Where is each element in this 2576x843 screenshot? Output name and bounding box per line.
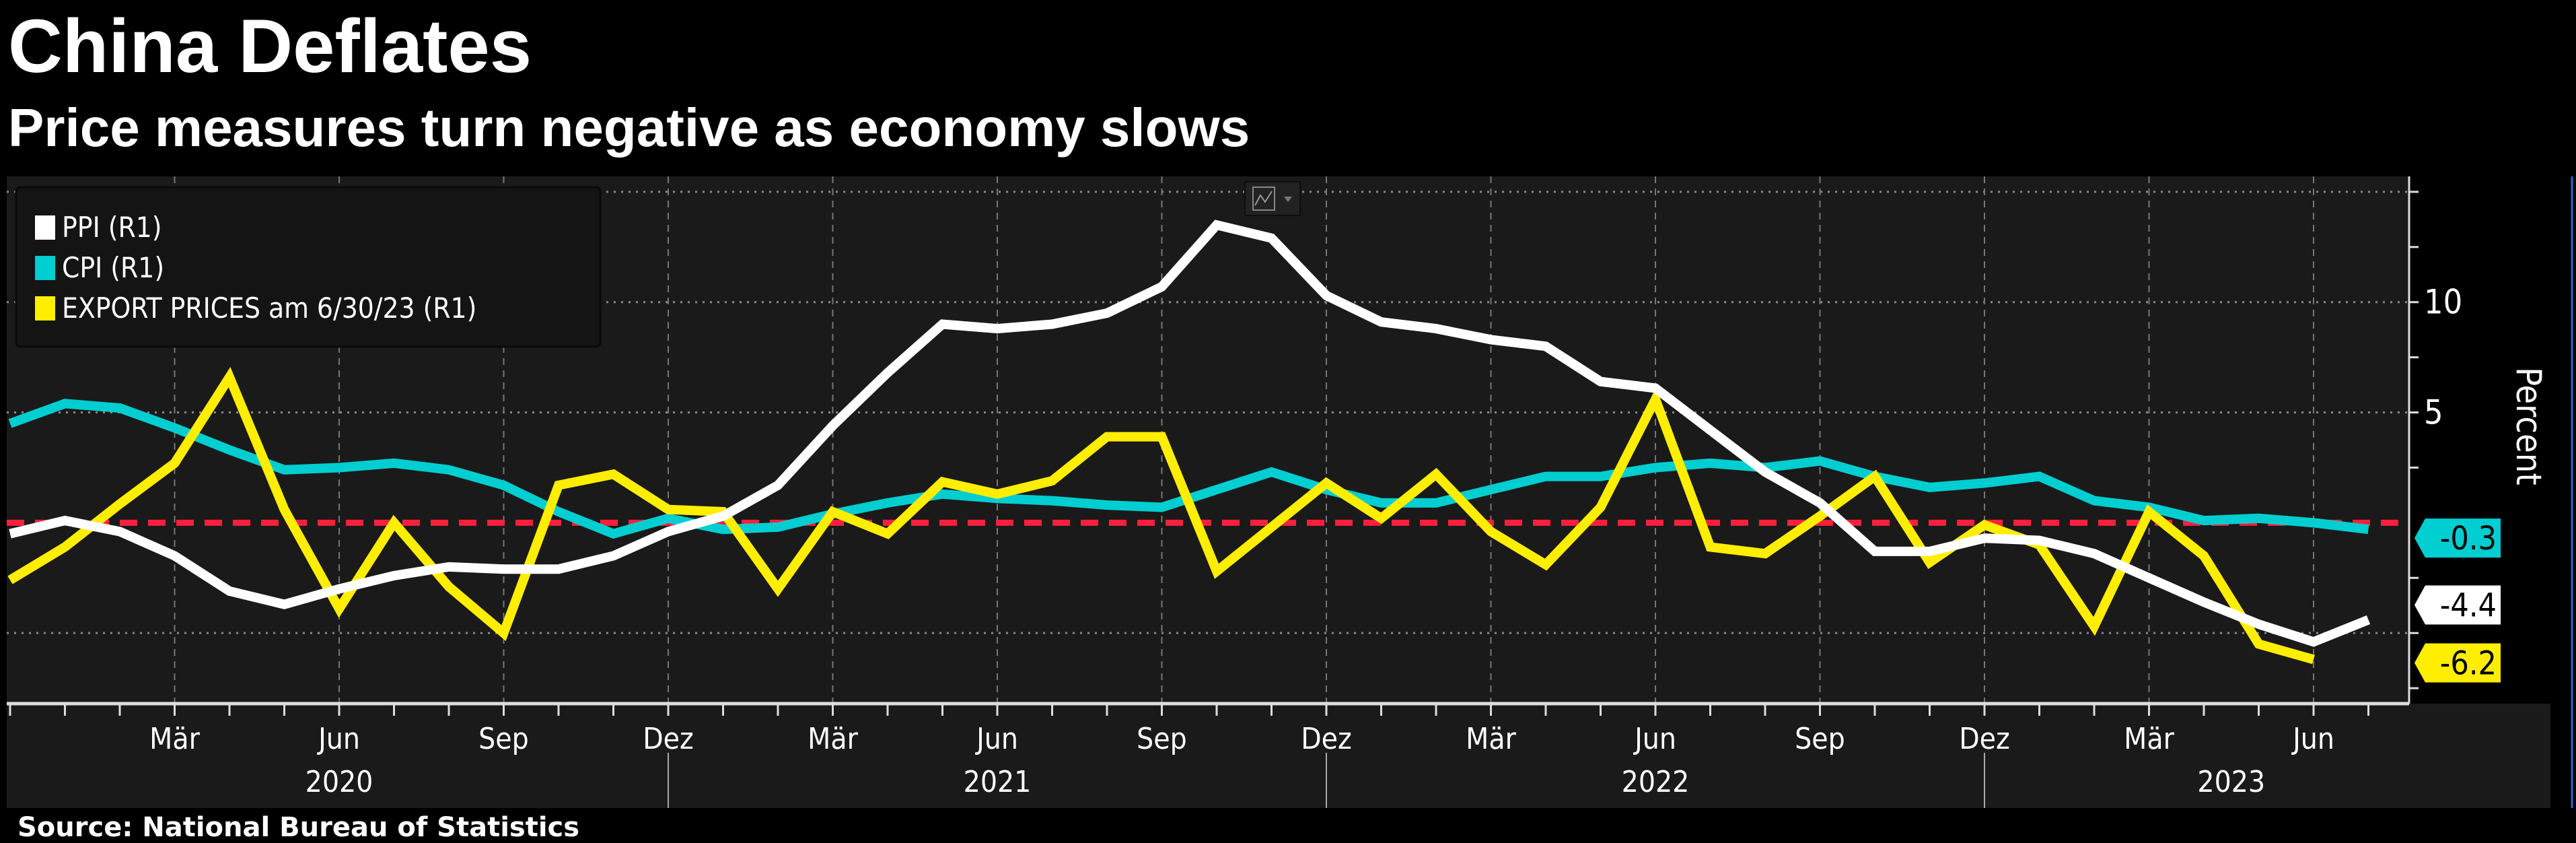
series-line-ppi bbox=[9, 220, 2371, 647]
x-tick-label: Sep bbox=[1795, 722, 1845, 756]
last-value-tag-export bbox=[2414, 643, 2501, 683]
x-tick-label: Dez bbox=[1959, 722, 2010, 756]
x-tick-label: Jun bbox=[316, 722, 360, 756]
chart-type-button[interactable] bbox=[1244, 181, 1301, 216]
legend: PPI (R1) CPI (R1) EXPORT PRICES am 6/30/… bbox=[15, 186, 602, 348]
last-value-tags: -4.4 -0.3 -6.2 bbox=[2414, 518, 2501, 683]
x-year-label: 2022 bbox=[1622, 765, 1690, 799]
legend-box bbox=[15, 186, 602, 348]
x-tick-label: Dez bbox=[643, 722, 694, 756]
chart-subtitle: Price measures turn negative as economy … bbox=[8, 98, 1250, 158]
x-tick-label: Mär bbox=[2124, 722, 2174, 756]
x-year-label: 2021 bbox=[964, 765, 1032, 799]
x-tick-label: Jun bbox=[974, 722, 1018, 756]
x-year-label: 2023 bbox=[2197, 765, 2265, 799]
x-year-label: 2020 bbox=[306, 765, 373, 799]
x-axis-band bbox=[7, 704, 2550, 808]
x-tick-label: Dez bbox=[1301, 722, 1352, 756]
x-tick-label: Mär bbox=[149, 722, 200, 756]
x-tick-label: Sep bbox=[1137, 722, 1187, 756]
x-tick-label: Jun bbox=[1633, 722, 1676, 756]
last-value-label-ppi: -4.4 bbox=[2440, 587, 2497, 625]
legend-label-cpi: CPI (R1) bbox=[62, 251, 164, 284]
legend-label-export: EXPORT PRICES am 6/30/23 (R1) bbox=[62, 292, 476, 325]
x-tick-label: Sep bbox=[478, 722, 529, 756]
chart-title: China Deflates bbox=[8, 4, 532, 88]
series-line-export bbox=[7, 367, 2315, 665]
chevron-down-icon bbox=[1284, 197, 1292, 202]
legend-label-ppi: PPI (R1) bbox=[62, 211, 162, 244]
line-chart-icon bbox=[1252, 187, 1275, 211]
source-note: Source: National Bureau of Statistics bbox=[17, 812, 580, 843]
x-tick-label: Jun bbox=[2291, 722, 2334, 756]
y-tick-label: 10 bbox=[2424, 283, 2462, 322]
x-tick-label: Mär bbox=[808, 722, 858, 756]
y-tick-label: 5 bbox=[2424, 393, 2443, 432]
y-axis-label: Percent bbox=[2508, 367, 2548, 485]
last-value-tag-cpi bbox=[2414, 518, 2501, 558]
last-value-label-export: -6.2 bbox=[2440, 644, 2497, 682]
last-value-label-cpi: -0.3 bbox=[2440, 520, 2497, 558]
legend-swatch-export bbox=[35, 296, 55, 321]
axes: Mär Jun Sep Dez Mär Jun Sep Dez Mär Jun Sep Dez Mär J… bbox=[7, 176, 2462, 808]
legend-swatch-ppi bbox=[35, 215, 55, 240]
legend-swatch-cpi bbox=[35, 256, 55, 280]
x-tick-label: Mär bbox=[1466, 722, 1516, 756]
last-value-tag-ppi bbox=[2414, 585, 2501, 625]
series-lines bbox=[7, 220, 2371, 665]
